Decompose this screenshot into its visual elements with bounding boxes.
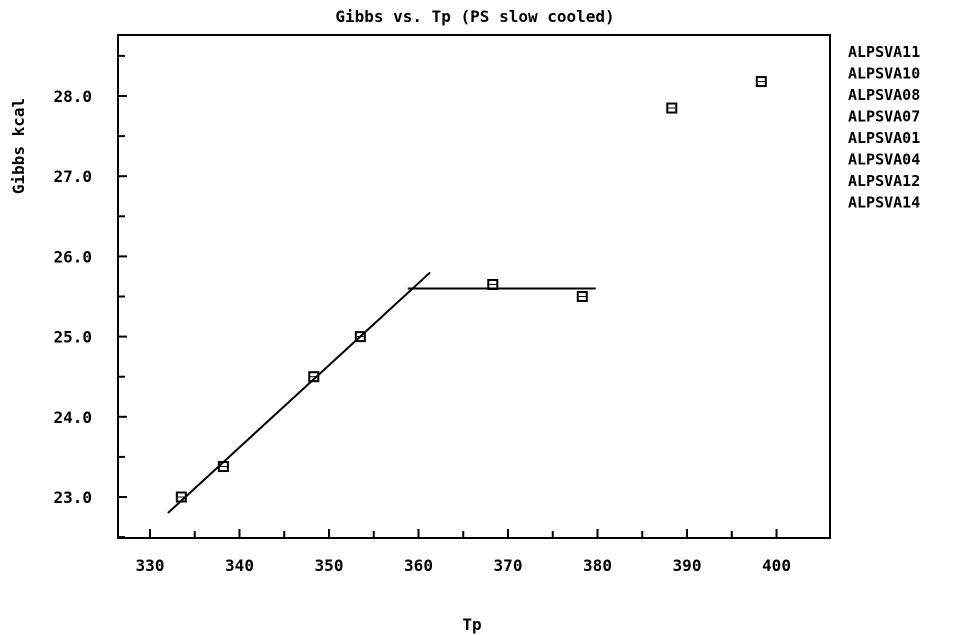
data-point-marker (217, 461, 229, 473)
data-point (576, 291, 588, 302)
fit-line-1 (167, 271, 431, 514)
axis-ticks (118, 54, 778, 539)
x-tick-label: 390 (673, 556, 702, 575)
legend-entry: ALPSVA10 (848, 65, 920, 83)
chart-title: Gibbs vs. Tp (PS slow cooled) (335, 7, 614, 26)
legend-entry: ALPSVA07 (848, 108, 920, 126)
x-tick-label: 370 (494, 556, 523, 575)
y-axis-label: Gibbs kcal (9, 98, 28, 194)
data-point (175, 491, 187, 503)
legend-entry: ALPSVA11 (848, 43, 920, 61)
x-tick-label: 350 (315, 556, 344, 575)
data-point-marker (175, 491, 187, 503)
data-point-marker (354, 331, 366, 343)
y-tick-label: 24.0 (53, 408, 92, 427)
data-point (755, 76, 767, 88)
legend-entry: ALPSVA12 (848, 172, 920, 190)
axis-tick-labels: 330 340 350 360 370 380 390 400 23.0 24.0 25.0 26.0… (53, 87, 790, 575)
data-point (354, 331, 366, 343)
data-point-marker (308, 371, 320, 383)
plot-frame (117, 34, 831, 539)
y-tick-label: 26.0 (53, 247, 92, 266)
data-point-marker (487, 278, 499, 290)
legend-entry: ALPSVA01 (848, 129, 920, 147)
data-point (487, 278, 499, 290)
fit-lines (167, 271, 596, 514)
y-tick-label: 25.0 (53, 328, 92, 347)
data-point (666, 102, 678, 114)
y-tick-label: 23.0 (53, 488, 92, 507)
x-tick-label: 400 (762, 556, 791, 575)
data-point (217, 461, 229, 473)
x-axis-label: Tp (462, 615, 481, 634)
data-point-marker (576, 291, 588, 302)
legend-entry: ALPSVA08 (848, 86, 920, 104)
y-tick-label: 27.0 (53, 167, 92, 186)
legend: ALPSVA11 ALPSVA10 ALPSVA08 ALPSVA07 ALPSVA01… (848, 43, 920, 212)
x-tick-label: 360 (404, 556, 433, 575)
data-points (175, 76, 767, 503)
data-point-marker (755, 76, 767, 88)
legend-entry: ALPSVA14 (848, 194, 920, 212)
data-point-marker (666, 102, 678, 114)
x-tick-label: 340 (225, 556, 254, 575)
x-tick-label: 330 (136, 556, 165, 575)
y-tick-label: 28.0 (53, 87, 92, 106)
data-point (308, 371, 320, 383)
x-tick-label: 380 (583, 556, 612, 575)
legend-entry: ALPSVA04 (848, 151, 920, 169)
